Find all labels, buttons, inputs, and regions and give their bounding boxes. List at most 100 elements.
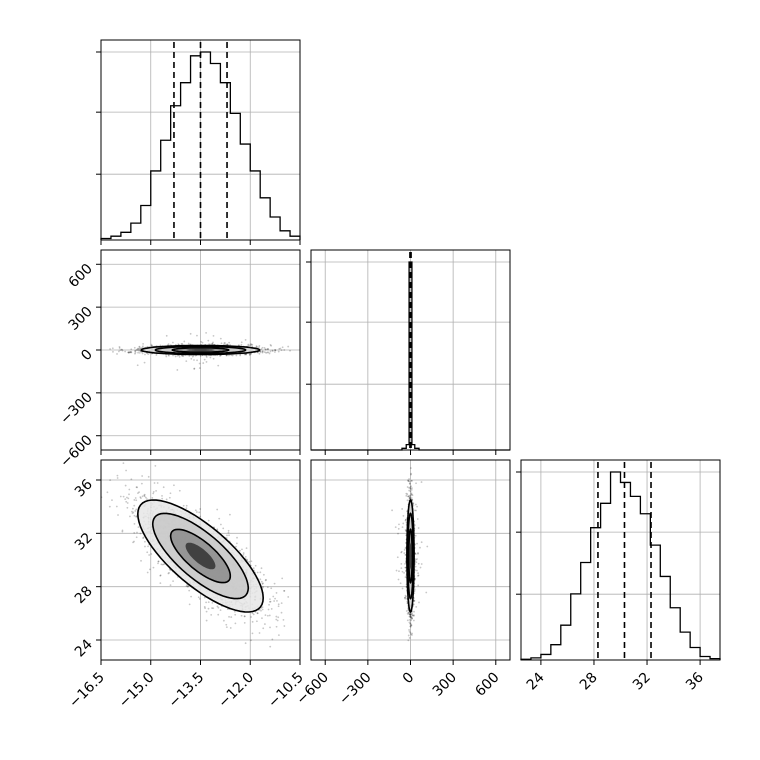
sample-point: [133, 522, 136, 525]
sample-point: [140, 482, 143, 485]
sample-point: [124, 498, 127, 501]
sample-point: [155, 354, 158, 356]
sample-point: [199, 508, 202, 510]
sample-point: [139, 496, 142, 499]
sample-point: [134, 351, 137, 354]
sample-point: [251, 612, 254, 615]
histogram-bar: [601, 503, 611, 660]
histogram-bar: [621, 482, 631, 660]
sample-point: [127, 351, 130, 354]
sample-point: [266, 351, 269, 354]
sample-point: [121, 348, 123, 351]
sample-point: [275, 618, 278, 621]
sample-point: [273, 600, 276, 602]
sample-point: [205, 601, 207, 604]
sample-point: [126, 502, 129, 504]
histogram-bar: [141, 205, 151, 240]
sample-point: [190, 357, 193, 360]
sample-point: [269, 626, 271, 629]
histogram-bar: [151, 171, 161, 240]
histogram-bar: [230, 113, 240, 240]
sample-point: [128, 488, 131, 491]
sample-point: [109, 479, 112, 481]
sample-point: [236, 536, 238, 539]
sample-point: [242, 552, 245, 554]
sample-point: [211, 342, 214, 345]
sample-point: [162, 486, 165, 489]
sample-point: [141, 495, 144, 498]
sample-point: [178, 355, 181, 358]
sample-point: [256, 345, 258, 348]
histogram-bar: [630, 496, 640, 660]
sample-point: [185, 360, 188, 362]
sample-point: [243, 621, 246, 624]
sample-point: [143, 494, 146, 497]
sample-point: [231, 354, 234, 357]
sample-point: [126, 496, 128, 499]
sample-point: [143, 493, 146, 496]
sample-point: [157, 560, 160, 563]
sample-point: [138, 491, 140, 494]
sample-point: [207, 607, 210, 610]
sample-point: [194, 509, 197, 512]
sample-point: [168, 571, 170, 574]
sample-point: [146, 551, 149, 554]
sample-point: [149, 568, 151, 571]
sample-point: [210, 613, 213, 616]
density-contour: [136, 499, 265, 613]
sample-point: [127, 351, 130, 354]
sample-point: [222, 527, 225, 530]
sample-point: [115, 505, 118, 508]
sample-point: [252, 613, 255, 616]
sample-point: [161, 497, 164, 500]
sample-point: [240, 343, 243, 346]
sample-point: [243, 615, 246, 618]
sample-point: [168, 496, 171, 499]
sample-point: [264, 614, 267, 616]
sample-point: [235, 354, 238, 357]
sample-point: [126, 506, 129, 509]
sample-point: [248, 353, 251, 356]
sample-point: [161, 563, 164, 566]
histogram-bar: [240, 144, 250, 240]
sample-point: [142, 536, 145, 539]
sample-point: [134, 510, 137, 512]
sample-point: [230, 616, 233, 618]
sample-point: [200, 340, 203, 343]
histogram-bar: [220, 83, 230, 240]
sample-point: [211, 607, 213, 609]
sample-point: [409, 613, 412, 616]
sample-point: [130, 351, 132, 354]
sample-point: [130, 478, 133, 481]
sample-point: [244, 353, 246, 356]
sample-point: [163, 563, 165, 566]
sample-point: [196, 359, 198, 362]
sample-point: [275, 592, 278, 594]
sample-point: [112, 350, 114, 353]
sample-point: [129, 515, 131, 518]
sample-point: [275, 625, 278, 628]
density-panel-2-0: [101, 462, 290, 648]
sample-point: [147, 353, 150, 356]
sample-point: [262, 627, 265, 630]
sample-point: [148, 554, 151, 556]
sample-point: [258, 632, 261, 634]
sample-point: [250, 560, 253, 563]
density-contour: [171, 347, 230, 353]
sample-point: [135, 515, 137, 518]
sample-point: [136, 531, 138, 534]
histogram-bar: [571, 594, 581, 660]
sample-point: [224, 342, 226, 344]
sample-point: [138, 346, 141, 349]
sample-point: [185, 507, 188, 510]
histogram-bar: [121, 232, 131, 240]
sample-point: [151, 497, 154, 499]
sample-point: [245, 547, 248, 550]
sample-point: [262, 585, 264, 588]
sample-point: [197, 596, 200, 599]
sample-point: [195, 511, 198, 513]
sample-point: [266, 614, 269, 617]
sample-point: [177, 343, 180, 346]
sample-point: [216, 528, 219, 531]
sample-point: [263, 346, 266, 349]
